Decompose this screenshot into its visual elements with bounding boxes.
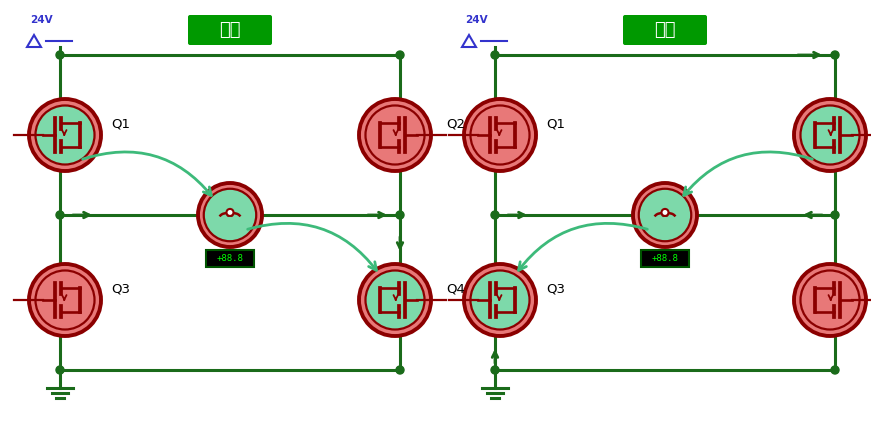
Circle shape: [36, 105, 95, 164]
Circle shape: [396, 51, 404, 59]
Text: Q1: Q1: [546, 117, 565, 130]
Text: 正转: 正转: [219, 21, 240, 39]
Text: Q3: Q3: [546, 282, 565, 295]
Circle shape: [366, 270, 424, 329]
Circle shape: [359, 264, 431, 336]
Circle shape: [204, 189, 256, 241]
Circle shape: [29, 264, 101, 336]
Circle shape: [359, 99, 431, 171]
FancyBboxPatch shape: [188, 15, 272, 45]
Circle shape: [198, 183, 262, 247]
Text: +88.8: +88.8: [652, 254, 679, 263]
Circle shape: [794, 264, 866, 336]
Text: +88.8: +88.8: [217, 254, 243, 263]
Circle shape: [831, 211, 839, 219]
Circle shape: [800, 270, 860, 329]
Circle shape: [464, 99, 536, 171]
Circle shape: [470, 270, 530, 329]
Circle shape: [396, 211, 404, 219]
Text: Q4: Q4: [446, 282, 465, 295]
Circle shape: [638, 189, 692, 241]
Circle shape: [491, 211, 499, 219]
Circle shape: [633, 183, 697, 247]
Text: Q2: Q2: [446, 117, 465, 130]
Circle shape: [464, 264, 536, 336]
Circle shape: [36, 270, 95, 329]
Text: 24V: 24V: [465, 15, 488, 25]
Circle shape: [491, 366, 499, 374]
Circle shape: [800, 105, 860, 164]
Circle shape: [491, 51, 499, 59]
Circle shape: [831, 51, 839, 59]
Circle shape: [470, 105, 530, 164]
Text: Q1: Q1: [111, 117, 130, 130]
Circle shape: [226, 209, 233, 216]
FancyBboxPatch shape: [641, 250, 689, 267]
Circle shape: [396, 366, 404, 374]
Circle shape: [794, 99, 866, 171]
FancyBboxPatch shape: [206, 250, 254, 267]
Circle shape: [56, 211, 64, 219]
Text: 反转: 反转: [654, 21, 676, 39]
Circle shape: [29, 99, 101, 171]
Text: Q3: Q3: [111, 282, 130, 295]
Circle shape: [661, 209, 669, 216]
Circle shape: [56, 51, 64, 59]
Circle shape: [831, 366, 839, 374]
Text: 24V: 24V: [30, 15, 52, 25]
Circle shape: [366, 105, 424, 164]
Circle shape: [56, 366, 64, 374]
FancyBboxPatch shape: [623, 15, 707, 45]
